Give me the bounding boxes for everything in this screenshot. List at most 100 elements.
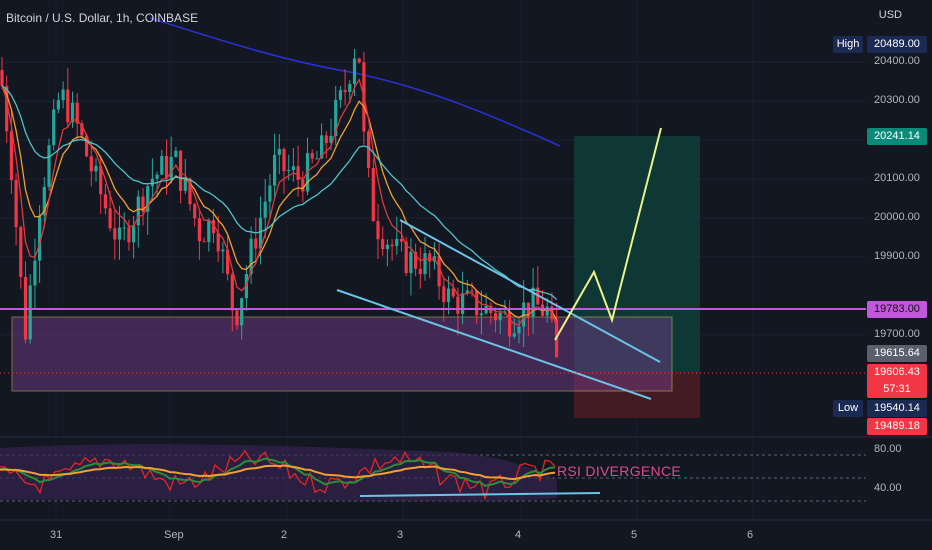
candle-body <box>423 253 427 275</box>
candle-body <box>47 145 51 187</box>
candle-body <box>75 102 79 124</box>
candle-body <box>329 135 333 143</box>
candle-body <box>315 158 319 160</box>
candle-body <box>390 244 394 247</box>
level-price-tag: 19783.00 <box>867 301 927 318</box>
candle-body <box>442 286 446 303</box>
candle-body <box>66 89 70 123</box>
candle-body <box>132 225 136 243</box>
candle-body <box>310 153 314 159</box>
lower-trendline[interactable] <box>336 289 652 400</box>
candle-countdown: 57:31 <box>883 383 911 395</box>
candle-body <box>14 180 18 228</box>
candle-body <box>414 251 418 269</box>
candle-body <box>235 310 239 326</box>
candle-body <box>183 178 187 191</box>
candle-body <box>498 312 502 321</box>
candle-body <box>296 166 300 180</box>
candle-body <box>85 135 89 157</box>
candle-body <box>230 274 234 311</box>
candle-body <box>357 58 361 63</box>
currency-label: USD <box>878 9 902 21</box>
candle-body <box>531 287 535 317</box>
candle-body <box>371 168 375 222</box>
candle-body <box>479 313 483 316</box>
candle-body <box>127 227 131 243</box>
candle-body <box>282 149 286 172</box>
candle-body <box>141 196 145 212</box>
candle-body <box>334 99 338 136</box>
demand-zone-box[interactable] <box>11 316 673 392</box>
candle-body <box>117 227 122 240</box>
ema-lines <box>1 77 558 327</box>
high-price-tag: 20489.00 <box>867 36 927 53</box>
candle-body <box>320 135 324 159</box>
last-price-value: 19606.43 <box>874 366 920 378</box>
candle-body <box>211 220 216 234</box>
candle-body <box>404 241 408 274</box>
current-price-tag: 19615.64 <box>867 345 927 362</box>
candle-body <box>197 218 201 242</box>
candle-body <box>428 253 432 262</box>
candle-body <box>164 156 169 179</box>
rsi-divergence-label: RSI DIVERGENCE <box>557 463 681 479</box>
candle-body <box>94 165 98 172</box>
candle-body <box>545 306 549 316</box>
projection-path[interactable] <box>554 127 662 341</box>
ema-line <box>1 85 558 320</box>
candle-body <box>409 251 413 274</box>
candle-body <box>136 196 140 226</box>
candle-body <box>19 227 23 277</box>
upper-trendline[interactable] <box>399 219 661 363</box>
candle-body <box>193 204 197 219</box>
rsi-ma-line <box>0 464 556 481</box>
rsi-divergence-line[interactable] <box>359 492 601 497</box>
x-tick-label: 31 <box>50 529 63 541</box>
candle-body <box>9 131 13 181</box>
ema-line <box>1 77 558 327</box>
candle-body <box>202 241 206 243</box>
candle-body <box>146 186 150 212</box>
rsi-signal-line <box>0 457 556 487</box>
x-tick-label: 5 <box>631 529 638 541</box>
candle-body <box>179 150 183 191</box>
candle-body <box>273 154 277 186</box>
candle-body <box>174 150 178 157</box>
candle-body <box>169 156 173 179</box>
candle-body <box>338 90 342 100</box>
candle-body <box>5 85 9 132</box>
candle-body <box>395 238 399 247</box>
candle-body <box>343 90 347 93</box>
candle-body <box>42 186 46 216</box>
x-tick-label: 6 <box>747 529 754 541</box>
candle-body <box>385 244 389 250</box>
candle-body <box>155 174 159 179</box>
candle-body <box>56 100 60 110</box>
candle-body <box>108 208 112 229</box>
candle-body <box>376 221 380 240</box>
candle-body <box>277 149 281 155</box>
y-tick-label: 20400.00 <box>874 55 920 68</box>
candle-body <box>465 290 469 294</box>
rsi-pane <box>0 436 932 521</box>
candle-body <box>188 178 192 205</box>
x-tick-label: 3 <box>397 529 404 541</box>
candle-body <box>446 288 451 303</box>
x-tick-label: 2 <box>281 529 288 541</box>
candle-body <box>52 109 56 146</box>
candle-body <box>249 238 253 274</box>
low-price-tag: 19540.14 <box>867 400 927 417</box>
candle-body <box>475 290 479 316</box>
candle-body <box>348 83 352 93</box>
candle-body <box>122 227 126 229</box>
candle-body <box>437 256 441 287</box>
candle-body <box>517 326 521 334</box>
candle-body <box>456 296 460 314</box>
candle-body <box>80 123 84 136</box>
y-tick-label: 20100.00 <box>874 172 920 185</box>
rsi-band-fill <box>0 444 557 502</box>
rsi-tick-label: 40.00 <box>874 482 902 494</box>
candle-body <box>399 238 404 242</box>
candle-body <box>28 285 32 340</box>
